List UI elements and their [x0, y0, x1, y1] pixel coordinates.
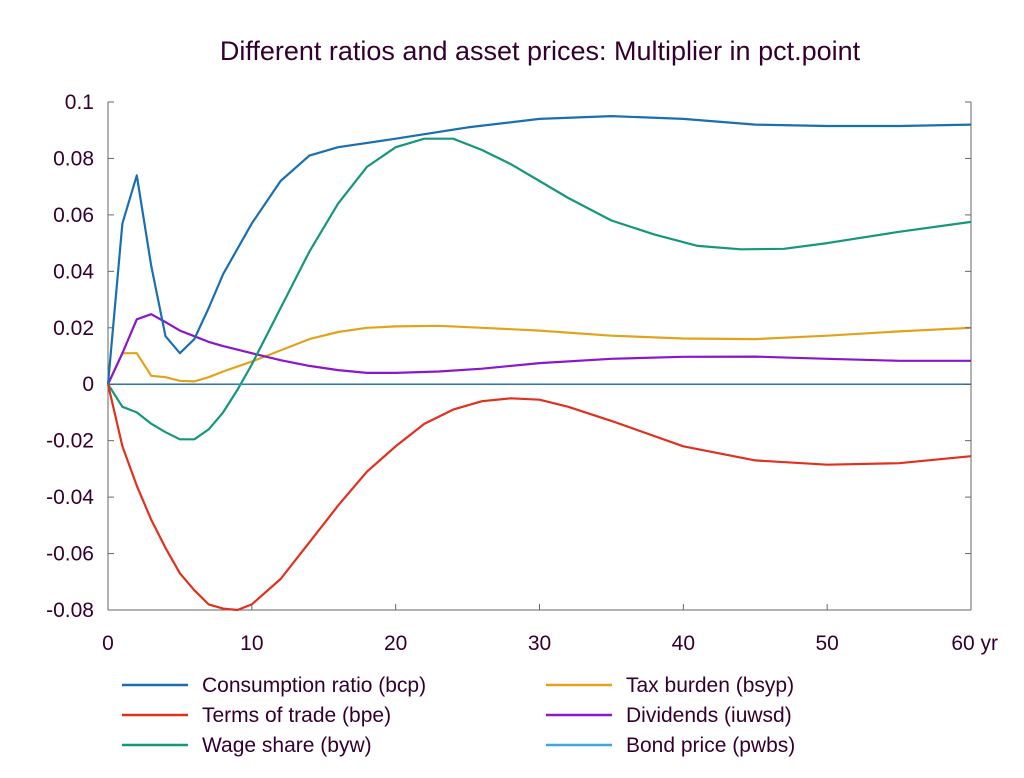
legend-label: Wage share (byw): [202, 734, 372, 757]
y-tick-label: 0: [82, 373, 94, 396]
series-line-4: [107, 313, 971, 385]
x-tick-label: 20: [384, 632, 407, 655]
plot-frame: [107, 102, 972, 611]
series-line-3: [107, 324, 972, 385]
legend-label: Tax burden (bsyp): [626, 674, 794, 697]
x-tick-label: 0: [102, 632, 114, 655]
y-tick-label: -0.08: [46, 599, 94, 622]
y-tick-label: 0.06: [53, 204, 94, 227]
legend-label: Terms of trade (bpe): [202, 704, 391, 727]
x-tick-label: 60 yr: [951, 632, 998, 655]
y-tick-label: 0.02: [53, 317, 94, 340]
x-tick-label: 40: [672, 632, 695, 655]
legend-label: Bond price (pwbs): [626, 734, 795, 757]
chart-title: Different ratios and asset prices: Multi…: [220, 36, 861, 66]
legend-label: Dividends (iuwsd): [626, 704, 792, 727]
series-line-1: [106, 383, 972, 612]
legend-label: Consumption ratio (bcp): [202, 674, 426, 697]
y-axis-ticks: 0.1 0.08 0.06 0.04 0.02 0 -0.02 -0.04 -0.06 -0.08: [46, 91, 971, 622]
series-line-0: [106, 115, 972, 385]
y-tick-label: 0.08: [53, 147, 94, 170]
x-tick-label: 10: [240, 632, 263, 655]
y-tick-label: 0.1: [65, 91, 94, 114]
x-tick-label: 30: [528, 632, 551, 655]
series-line-2: [107, 137, 972, 441]
y-tick-label: -0.06: [46, 543, 94, 566]
x-axis-ticks: 0 10 20 30 40 50 60 yr: [102, 604, 998, 655]
legend: Consumption ratio (bcp) Tax burden (bsyp)…: [122, 674, 795, 757]
series-layer: [106, 115, 972, 612]
y-tick-label: -0.02: [46, 430, 94, 453]
x-tick-label: 50: [815, 632, 838, 655]
y-tick-label: 0.04: [53, 260, 94, 283]
y-tick-label: -0.04: [46, 486, 94, 509]
